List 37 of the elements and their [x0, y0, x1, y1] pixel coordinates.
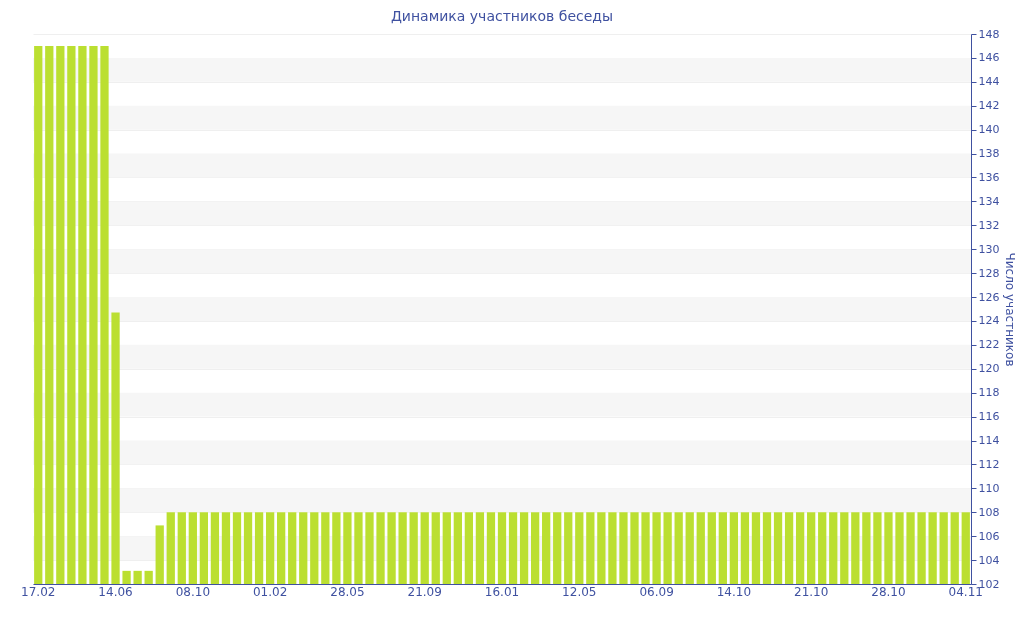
chart-title: Динамика участников беседы — [390, 8, 614, 24]
x-tick-label: 28.05 — [330, 584, 365, 599]
x-tick-label: 17.02 — [21, 584, 56, 599]
y-tick-label: 126 — [978, 290, 1000, 304]
y-tick-label: 124 — [978, 314, 1000, 328]
x-tick-label: 14.10 — [716, 584, 752, 599]
y-tick-label: 138 — [978, 147, 1000, 161]
x-tick-label: 14.06 — [98, 584, 133, 599]
y-tick-label: 116 — [978, 410, 1000, 424]
y-axis-title: Число участников — [1003, 252, 1018, 367]
x-tick-label: 12.05 — [562, 584, 597, 599]
y-tick-label: 112 — [978, 457, 1000, 471]
x-tick-label: 08.10 — [175, 584, 211, 599]
y-tick-label: 130 — [978, 242, 1000, 256]
y-tick-label: 132 — [978, 218, 1000, 232]
y-tick-label: 108 — [978, 505, 1000, 519]
x-tick-label: 16.01 — [484, 584, 520, 599]
y-tick-label: 134 — [978, 194, 1000, 208]
x-tick-label: 21.10 — [793, 584, 829, 599]
x-tick-label: 28.10 — [871, 584, 906, 599]
y-tick-label: 120 — [978, 362, 1000, 376]
y-tick-label: 148 — [978, 27, 1000, 41]
x-tick-label: 06.09 — [639, 584, 674, 599]
y-tick-label: 118 — [978, 386, 1000, 400]
y-tick-label: 106 — [978, 529, 1000, 543]
y-tick-label: 114 — [978, 434, 1000, 448]
y-tick-label: 142 — [978, 99, 1000, 113]
y-tick-label: 144 — [978, 75, 1000, 89]
x-tick-label: 01.02 — [252, 584, 288, 599]
y-tick-label: 104 — [978, 553, 1000, 567]
y-tick-label: 122 — [978, 338, 1000, 352]
y-tick-label: 110 — [978, 481, 1000, 495]
y-tick-label: 128 — [978, 266, 1000, 280]
y-tick-label: 140 — [978, 123, 1000, 137]
x-tick-label: 21.09 — [407, 584, 442, 599]
y-tick-label: 146 — [978, 51, 1000, 65]
y-tick-label: 136 — [978, 170, 1000, 184]
